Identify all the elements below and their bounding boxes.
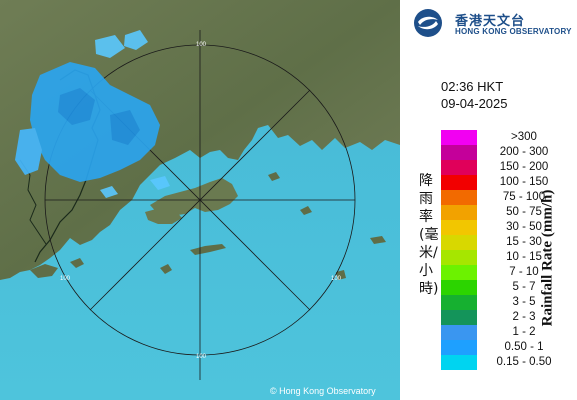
island bbox=[300, 206, 312, 215]
legend-label: 100 - 150 bbox=[499, 176, 549, 188]
rain-echo-band bbox=[95, 35, 125, 58]
legend-panel bbox=[400, 0, 577, 400]
legend-swatch bbox=[441, 265, 477, 280]
lantau-island bbox=[145, 208, 182, 224]
legend-label: 0.15 - 0.50 bbox=[496, 356, 552, 368]
copyright-text: © Hong Kong Observatory bbox=[270, 386, 376, 396]
legend-title-english: Rainfall Rate (mm/h) bbox=[539, 189, 556, 327]
legend-label: 2 - 3 bbox=[512, 311, 536, 323]
logo-circle bbox=[414, 9, 442, 37]
bearing-line-nesw bbox=[89, 89, 311, 311]
legend-swatch bbox=[441, 205, 477, 220]
legend-swatch bbox=[441, 220, 477, 235]
legend-label: 3 - 5 bbox=[512, 296, 536, 308]
legend-swatch bbox=[441, 130, 477, 145]
radar-map: 100 100 100 100 bbox=[0, 0, 400, 400]
island bbox=[190, 244, 226, 255]
legend-label: 0.50 - 1 bbox=[504, 341, 544, 353]
legend-title-chinese: 降雨率(毫米/小時) bbox=[419, 173, 439, 297]
rain-echo-band bbox=[110, 110, 140, 145]
rain-echo-band bbox=[100, 186, 118, 198]
hko-logo-icon bbox=[414, 9, 442, 37]
legend-swatch bbox=[441, 160, 477, 175]
legend-swatch bbox=[441, 190, 477, 205]
rain-echo-band bbox=[150, 176, 170, 190]
legend-swatch bbox=[441, 310, 477, 325]
range-ring-label-s: 100 bbox=[196, 354, 207, 360]
range-ring-label-se: 100 bbox=[331, 276, 342, 282]
legend-swatch bbox=[441, 250, 477, 265]
legend-label: 15 - 30 bbox=[506, 236, 542, 248]
island bbox=[336, 270, 346, 280]
rain-echo-band bbox=[30, 62, 160, 182]
range-ring-labels: 100 100 100 100 bbox=[60, 42, 342, 360]
legend-swatch bbox=[441, 355, 477, 370]
legend-label: 30 - 50 bbox=[506, 221, 542, 233]
coastline bbox=[19, 159, 47, 245]
legend-label: 5 - 7 bbox=[512, 281, 536, 293]
legend-swatch bbox=[441, 340, 477, 355]
range-ring-label-sw: 100 bbox=[60, 276, 71, 282]
legend-label: >300 bbox=[511, 131, 537, 143]
rain-echo-band bbox=[124, 30, 148, 50]
island bbox=[30, 264, 58, 278]
island bbox=[70, 258, 84, 268]
legend-swatch bbox=[441, 145, 477, 160]
legend-swatch bbox=[441, 280, 477, 295]
legend-label: 10 - 15 bbox=[506, 251, 542, 263]
legend-label: 50 - 75 bbox=[506, 206, 542, 218]
org-name-chinese: 香港天文台 bbox=[455, 14, 526, 29]
legend-label: 75 - 100 bbox=[502, 191, 546, 203]
legend-swatch bbox=[441, 295, 477, 310]
island bbox=[160, 264, 172, 274]
legend-label: 150 - 200 bbox=[499, 161, 549, 173]
rain-echo-band bbox=[15, 128, 42, 175]
legend-swatch bbox=[441, 325, 477, 340]
rain-echoes bbox=[15, 30, 170, 198]
radar-time: 02:36 HKT bbox=[441, 79, 504, 94]
legend-label: 1 - 2 bbox=[512, 326, 536, 338]
legend-swatch bbox=[441, 175, 477, 190]
island bbox=[268, 172, 280, 181]
range-ring-label-n: 100 bbox=[196, 42, 207, 48]
legend-label: 200 - 300 bbox=[499, 146, 549, 158]
org-name-english: HONG KONG OBSERVATORY bbox=[455, 27, 572, 36]
logo-swirl-bottom bbox=[418, 21, 438, 30]
radar-map-svg: 100 100 100 100 bbox=[0, 0, 400, 400]
rain-echo-band bbox=[58, 88, 95, 125]
island bbox=[370, 236, 386, 244]
legend-label: 7 - 10 bbox=[509, 266, 539, 278]
radar-date: 09-04-2025 bbox=[441, 96, 508, 111]
logo-swirl-top bbox=[418, 16, 438, 25]
hong-kong-island-cluster bbox=[150, 178, 238, 216]
legend-swatch bbox=[441, 235, 477, 250]
